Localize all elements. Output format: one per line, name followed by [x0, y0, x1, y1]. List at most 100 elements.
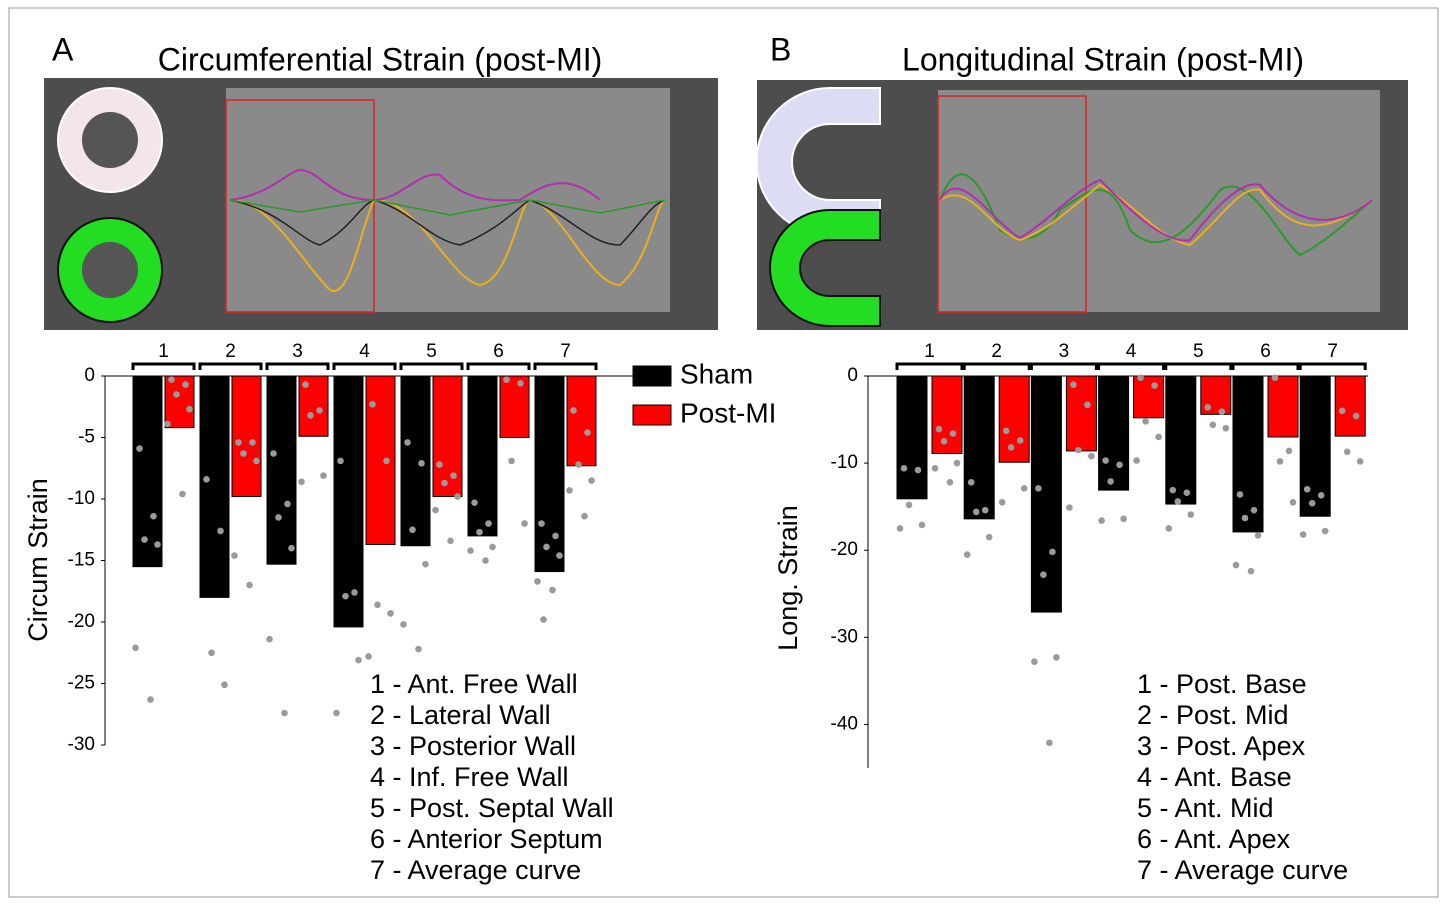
- data-point: [584, 429, 591, 436]
- annotation: 6 - Ant. Apex: [1137, 824, 1291, 854]
- data-point: [1204, 404, 1212, 411]
- bar: [365, 375, 396, 546]
- data-point: [575, 461, 582, 468]
- y-tick-label: -20: [68, 611, 95, 632]
- data-point: [387, 610, 394, 617]
- data-point: [471, 499, 478, 506]
- annotation: 7 - Average curve: [370, 855, 581, 885]
- y-tick-label: -30: [68, 734, 95, 755]
- data-point: [1075, 446, 1082, 454]
- y-tick-label: 0: [84, 365, 95, 386]
- y-axis-label: Long. Strain: [773, 505, 803, 651]
- data-point: [981, 506, 989, 514]
- data-point: [1031, 658, 1038, 666]
- data-point: [1289, 499, 1297, 506]
- data-point: [182, 381, 189, 388]
- data-point: [963, 551, 971, 558]
- data-point: [543, 543, 550, 551]
- group-bracket: [1029, 362, 1098, 370]
- bar: [199, 375, 230, 598]
- group-label: 1: [158, 341, 169, 362]
- bar: [432, 375, 463, 498]
- bar: [1267, 375, 1299, 438]
- bar: [1299, 375, 1331, 517]
- data-point: [150, 512, 157, 520]
- group-bracket: [332, 362, 397, 370]
- data-point: [1174, 498, 1182, 505]
- data-point: [467, 547, 474, 554]
- data-point: [914, 466, 922, 474]
- group-label: 2: [225, 341, 236, 362]
- data-point: [333, 709, 340, 717]
- legend-swatch: [632, 404, 672, 426]
- y-tick-label: -25: [68, 673, 95, 694]
- data-point: [1247, 567, 1255, 575]
- data-point: [1236, 491, 1244, 498]
- data-point: [270, 450, 277, 457]
- group-bracket: [1231, 362, 1300, 370]
- group-label: 1: [924, 341, 935, 362]
- data-point: [342, 592, 349, 600]
- group-bracket: [198, 362, 263, 370]
- data-point: [147, 696, 154, 703]
- group-label: 2: [991, 341, 1002, 362]
- bar: [998, 375, 1030, 463]
- data-point: [508, 457, 515, 465]
- data-point: [454, 493, 461, 500]
- data-point: [1084, 401, 1091, 409]
- data-point: [540, 616, 547, 623]
- data-point: [946, 478, 954, 486]
- data-point: [275, 514, 282, 521]
- data-point: [905, 501, 913, 509]
- group-bracket: [895, 362, 964, 370]
- bar: [467, 375, 498, 537]
- data-point: [154, 541, 161, 548]
- echo-image-b: [755, 80, 1408, 330]
- group-label: 4: [1126, 341, 1137, 362]
- data-point: [221, 681, 228, 689]
- y-axis-label: Circum Strain: [23, 478, 53, 642]
- data-point: [404, 439, 411, 446]
- data-point: [1352, 412, 1360, 420]
- group-bracket: [466, 362, 531, 370]
- data-point: [918, 521, 926, 529]
- legend-label: Post-MI: [680, 397, 776, 428]
- bar: [499, 375, 530, 438]
- data-point: [1107, 478, 1114, 485]
- data-point: [320, 472, 327, 479]
- data-point: [949, 430, 957, 437]
- y-tick-label: -10: [68, 488, 95, 509]
- data-point: [231, 552, 238, 559]
- data-point: [1250, 506, 1258, 514]
- data-point: [307, 412, 314, 419]
- data-point: [1070, 381, 1077, 389]
- data-point: [1209, 421, 1217, 429]
- data-point: [489, 543, 496, 551]
- legend-swatch: [632, 365, 672, 387]
- data-point: [298, 478, 305, 486]
- data-point: [1276, 458, 1284, 465]
- data-point: [1241, 514, 1249, 522]
- data-point: [953, 459, 961, 467]
- data-point: [521, 520, 528, 527]
- group-label: 7: [1327, 341, 1338, 362]
- data-point: [1020, 485, 1028, 492]
- data-point: [1303, 485, 1311, 493]
- data-point: [1053, 654, 1060, 661]
- data-point: [972, 508, 980, 516]
- data-point: [249, 439, 256, 446]
- data-point: [284, 500, 291, 508]
- data-point: [447, 537, 454, 545]
- data-point: [141, 536, 148, 543]
- bar: [1334, 375, 1366, 437]
- data-point: [900, 465, 908, 472]
- chart-title: Circumferential Strain (post-MI): [158, 41, 603, 77]
- group-bracket: [533, 362, 598, 370]
- bar: [896, 375, 928, 500]
- data-point: [186, 405, 193, 413]
- data-point: [1102, 457, 1109, 464]
- bar: [231, 375, 262, 498]
- data-point: [931, 465, 939, 472]
- data-point: [1285, 447, 1293, 455]
